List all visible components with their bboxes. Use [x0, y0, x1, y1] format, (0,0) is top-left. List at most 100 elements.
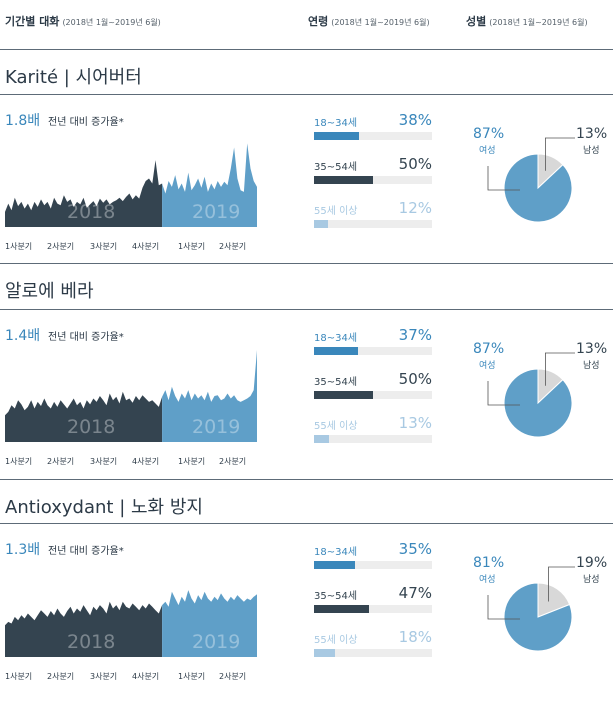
age-group-label: 35~54세	[314, 377, 358, 388]
pie-slice-male	[537, 582, 571, 618]
growth-multiplier: 1.4배	[5, 328, 41, 344]
x-tick-label: 2사분기	[219, 457, 247, 466]
age-group-bar-track	[314, 176, 432, 184]
area-series-2018	[5, 391, 163, 442]
header-gender-title: 성별	[466, 15, 487, 28]
x-tick-label: 1사분기	[5, 457, 33, 466]
x-tick-label: 3사분기	[90, 457, 118, 466]
age-group-bar-fill	[314, 649, 336, 657]
section-bottom-rule	[0, 94, 613, 95]
section-top-rule	[0, 479, 613, 480]
age-group-label: 35~54세	[314, 162, 358, 173]
section-top-rule	[0, 263, 613, 264]
area-series-2018	[5, 601, 163, 657]
x-tick-label: 2사분기	[219, 672, 247, 681]
age-group-bar-track	[314, 561, 432, 569]
age-group-bar-fill	[314, 176, 373, 184]
growth-multiplier-desc: 전년 대비 증가율*	[48, 332, 124, 343]
x-tick-labels: 1사분기 2사분기 3사분기 4사분기 1사분기 2사분기	[5, 671, 260, 683]
pie-slice-male	[537, 368, 564, 405]
pie-slice-female	[503, 153, 573, 223]
age-group-label: 18~34세	[314, 118, 358, 129]
age-group-percent: 37%	[398, 326, 432, 344]
age-group-percent: 47%	[398, 584, 432, 602]
female-leader-line	[487, 595, 520, 620]
age-group-label: 55세 이상	[314, 206, 358, 217]
female-leader-line	[487, 381, 520, 406]
section-top-rule	[0, 49, 613, 50]
age-group-bar-track	[314, 605, 432, 613]
female-percent: 81%	[473, 555, 505, 571]
male-percent: 13%	[576, 341, 608, 357]
section-title: 알로에 베라	[5, 281, 94, 302]
age-group-label: 18~34세	[314, 547, 358, 558]
age-group-bar-fill	[314, 220, 329, 228]
age-group-bar-track	[314, 649, 432, 657]
x-tick-label: 4사분기	[132, 457, 160, 466]
area-series-2019	[162, 350, 257, 442]
male-label: 남성	[583, 146, 600, 156]
male-percent: 13%	[576, 126, 608, 142]
section-title: Antioxydant | 노화 방지	[5, 497, 203, 518]
growth-multiplier-desc: 전년 대비 증가율*	[48, 546, 124, 557]
age-group-bar-track	[314, 132, 432, 140]
area-series-2018	[5, 160, 163, 227]
pie-slice-female	[503, 582, 573, 652]
area-chart	[5, 590, 257, 657]
area-series-2019	[162, 143, 257, 227]
age-group-percent: 38%	[398, 111, 432, 129]
male-leader-line	[548, 566, 575, 602]
header-gender-range: (2018년 1월~2019년 6월)	[489, 18, 588, 27]
age-group-label: 35~54세	[314, 591, 358, 602]
x-tick-label: 4사분기	[132, 672, 160, 681]
x-tick-label: 1사분기	[178, 672, 206, 681]
x-tick-label: 3사분기	[90, 672, 118, 681]
age-group-bar-track	[314, 347, 432, 355]
header-period: 기간별 대화 (2018년 1월~2019년 6월)	[5, 13, 161, 29]
male-leader-line	[545, 352, 575, 386]
female-label: 여성	[479, 361, 496, 371]
x-tick-label: 4사분기	[132, 242, 160, 251]
age-group-percent: 13%	[398, 414, 432, 432]
growth-multiplier: 1.3배	[5, 542, 41, 558]
growth-multiplier: 1.8배	[5, 113, 41, 129]
age-group-bar-track	[314, 391, 432, 399]
year-label-2019: 2019	[192, 631, 241, 653]
female-label: 여성	[479, 575, 496, 585]
year-label-2018: 2018	[67, 201, 116, 223]
age-group-percent: 50%	[398, 155, 432, 173]
age-group-bar-fill	[314, 132, 359, 140]
age-group-label: 55세 이상	[314, 421, 358, 432]
header-age: 연령 (2018년 1월~2019년 6월)	[308, 13, 430, 29]
x-tick-labels: 1사분기 2사분기 3사분기 4사분기 1사분기 2사분기	[5, 456, 260, 468]
x-tick-labels: 1사분기 2사분기 3사분기 4사분기 1사분기 2사분기	[5, 241, 260, 253]
x-tick-label: 3사분기	[90, 242, 118, 251]
x-tick-label: 1사분기	[178, 242, 206, 251]
area-series-2019	[162, 590, 257, 657]
age-group-percent: 35%	[398, 540, 432, 558]
age-group-bar-track	[314, 435, 432, 443]
age-group-percent: 12%	[398, 199, 432, 217]
x-tick-label: 1사분기	[5, 672, 33, 681]
age-group-bar-fill	[314, 347, 358, 355]
x-tick-label: 2사분기	[47, 242, 75, 251]
section-title: Karité | 시어버터	[5, 67, 142, 88]
year-label-2019: 2019	[192, 201, 241, 223]
male-leader-line	[545, 137, 575, 171]
x-tick-label: 2사분기	[47, 457, 75, 466]
female-percent: 87%	[473, 341, 505, 357]
age-group-bar-track	[314, 220, 432, 228]
age-group-bar-fill	[314, 391, 373, 399]
pie-slice-male	[537, 153, 564, 190]
age-group-bar-fill	[314, 605, 370, 613]
section-bottom-rule	[0, 523, 613, 524]
male-label: 남성	[583, 575, 600, 585]
pie-slice-female	[503, 368, 573, 438]
age-group-bar-fill	[314, 435, 330, 443]
male-percent: 19%	[576, 555, 608, 571]
age-group-label: 55세 이상	[314, 635, 358, 646]
area-chart	[5, 143, 257, 227]
year-label-2019: 2019	[192, 416, 241, 438]
female-percent: 87%	[473, 126, 505, 142]
x-tick-label: 2사분기	[47, 672, 75, 681]
